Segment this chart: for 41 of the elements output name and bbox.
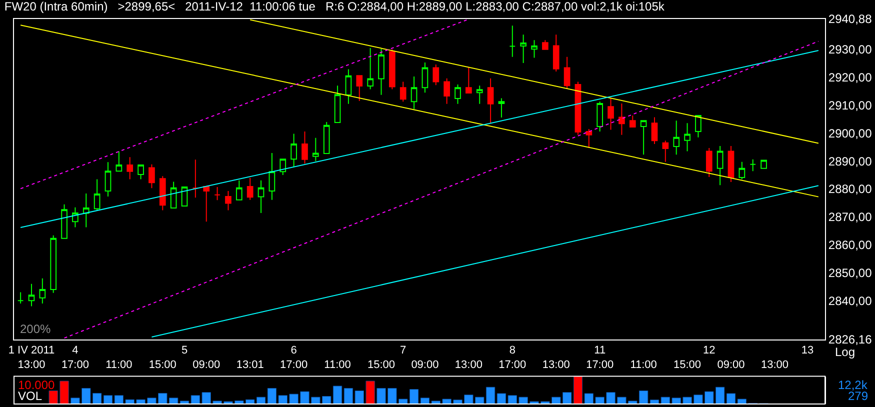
y-tick-label: 2860,00 [828,238,872,252]
text: Log [835,345,856,359]
x-tick-label: 7 [400,344,406,357]
y-tick-label: 2870,00 [828,210,872,224]
text: 12,2k [838,378,868,392]
x-tick-label: 09:00 [192,358,220,371]
y-tick-label: 2890,00 [828,154,872,168]
x-tick-label: 09:00 [411,358,439,371]
y-tick-label: 2880,00 [828,182,872,196]
y-tick-label: 2900,00 [828,126,872,140]
x-tick-label: 11 17:00 [586,344,614,371]
x-tick-label: 4 17:00 [61,344,89,371]
x-tick-label: 13:00 [454,358,482,371]
annotation: 200% [20,322,52,336]
x-tick-label: 11:00 [630,358,657,371]
x-tick-label: 1 IV 2011 13:00 [8,344,55,371]
y-tick-label: 2826,16 [828,332,872,347]
x-tick-label: 8 17:00 [498,344,526,371]
x-tick-label: 11:00 [324,358,351,371]
x-tick-label: 12 [703,344,716,357]
x-tick-label: 13:00 [760,358,788,371]
y-tick-label: 2850,00 [828,266,872,280]
x-tick-label: 11:00 [106,358,132,371]
annotation: 10.000 [18,378,56,392]
y-tick-label: 2910,00 [828,98,872,112]
annotation: VOL [18,389,42,403]
text: 279 [848,389,868,403]
x-tick-label: 15:00 [674,358,702,371]
x-tick-label: 09:00 [717,358,745,371]
chart-title: FW20 (Intra 60min) >2899,65< 2011-IV-12 11:00:06 tue R:6 O:2884,00 H:2889,00 L:2883,00 C:2887,00 vol:2,1k oi:105k [4,0,666,14]
x-tick-label: 15:00 [148,358,176,371]
y-tick-label: 2840,00 [828,294,872,308]
y-tick-label: 2930,00 [828,42,872,57]
y-tick-label: 2920,00 [828,70,872,84]
x-tick-label: 13:00 [542,358,570,371]
x-tick-label: 5 [181,344,188,357]
x-tick-label: 6 17:00 [280,344,308,371]
x-tick-label: 13 [801,344,814,357]
x-tick-label: 13:01 [236,358,264,371]
y-tick-label: 2940,88 [828,12,872,26]
x-tick-label: 15:00 [367,358,396,371]
